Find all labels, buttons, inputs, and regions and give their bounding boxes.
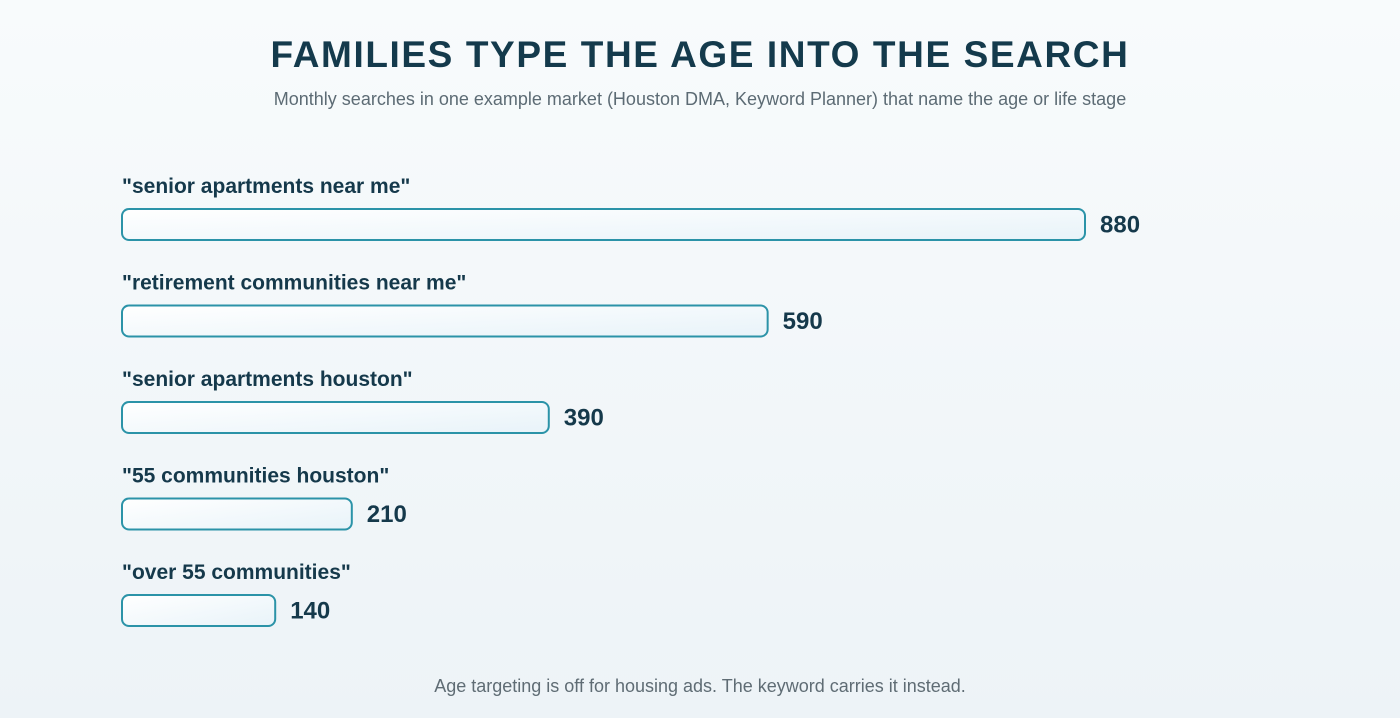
value-label: 140 [290, 598, 330, 625]
bar [121, 401, 550, 434]
category-label: "retirement communities near me" [122, 272, 466, 295]
bar [121, 208, 1086, 241]
bar [121, 594, 277, 627]
category-label: "55 communities houston" [122, 465, 389, 488]
bar [121, 304, 769, 338]
chart-title: FAMILIES TYPE THE AGE INTO THE SEARCH [270, 34, 1130, 75]
category-label: "over 55 communities" [122, 561, 351, 584]
bar [121, 497, 353, 531]
value-label: 390 [564, 405, 604, 432]
value-label: 880 [1100, 212, 1140, 239]
chart-footnote: Age targeting is off for housing ads. Th… [434, 676, 966, 696]
category-label: "senior apartments near me" [122, 175, 410, 198]
value-label: 210 [367, 501, 407, 528]
category-label: "senior apartments houston" [122, 368, 413, 391]
bars-group: "senior apartments near me" 880 "retiremen… [121, 175, 1140, 627]
chart-subtitle: Monthly searches in one example market (… [273, 89, 1127, 109]
value-label: 590 [783, 308, 823, 335]
